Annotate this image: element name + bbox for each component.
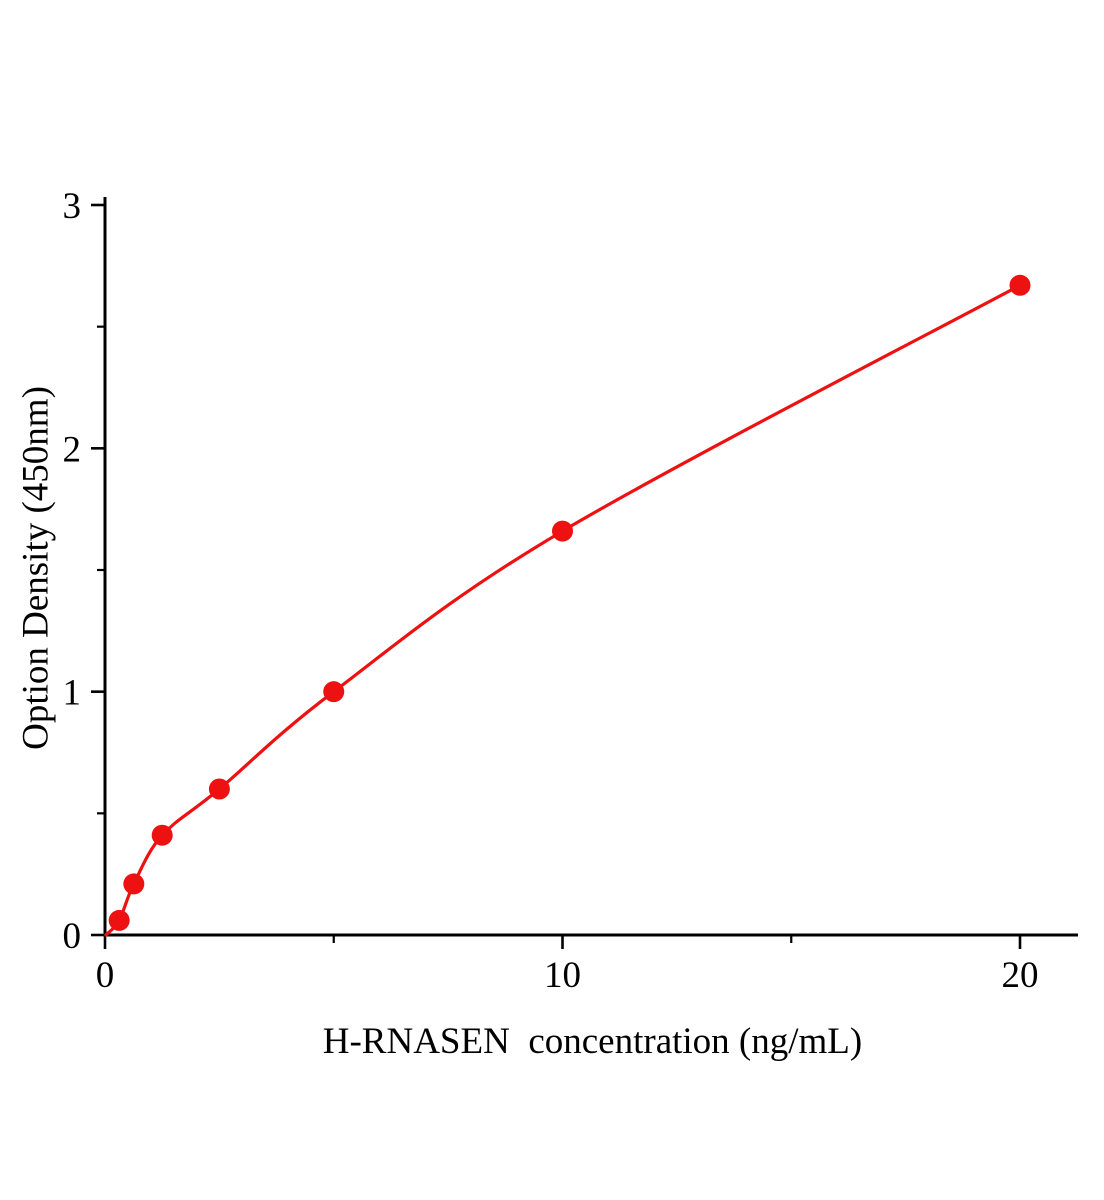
data-point [108, 909, 130, 931]
data-point [208, 778, 230, 800]
data-point [1009, 274, 1031, 296]
data-point [123, 873, 145, 895]
data-point [552, 520, 573, 542]
x-tick-label: 20 [1002, 955, 1039, 996]
y-tick-label: 0 [63, 916, 82, 957]
x-tick-label: 0 [96, 955, 115, 996]
data-point [323, 681, 345, 703]
x-tick-label: 10 [544, 955, 581, 996]
data-point [151, 824, 173, 846]
y-tick-label: 1 [63, 673, 82, 714]
y-tick-label: 2 [63, 429, 82, 470]
y-tick-label: 3 [63, 186, 82, 227]
fit-curve [104, 283, 1022, 937]
x-axis-title: H-RNASEN concentration (ng/mL) [322, 1021, 863, 1062]
